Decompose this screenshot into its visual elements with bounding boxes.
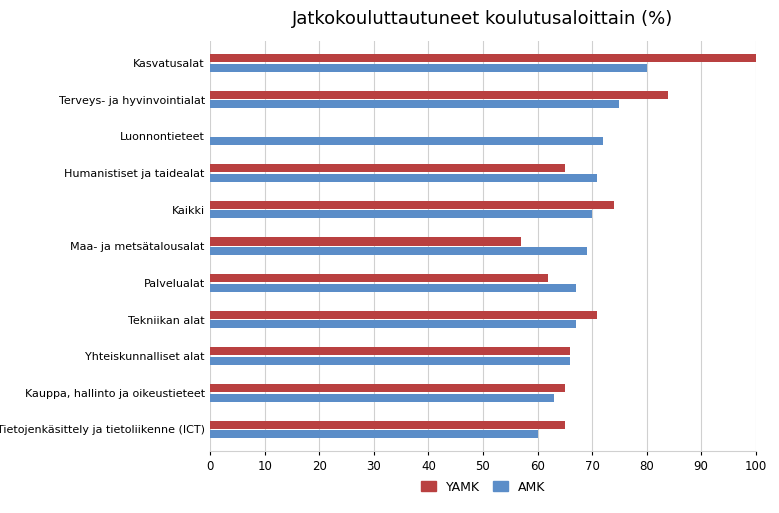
Bar (210, 311, 597, 319)
Bar (210, 91, 668, 99)
Legend: YAMK, AMK: YAMK, AMK (416, 476, 550, 499)
Bar (210, 274, 548, 282)
Bar (210, 347, 570, 356)
Bar (210, 201, 614, 209)
Bar (210, 430, 538, 438)
Bar (210, 64, 647, 72)
Bar (210, 393, 554, 402)
Bar (210, 357, 570, 365)
Bar (210, 384, 565, 392)
Bar (210, 137, 603, 145)
Bar (210, 284, 576, 292)
Bar (210, 174, 597, 182)
Bar (210, 54, 756, 62)
Bar (210, 210, 592, 219)
Bar (210, 421, 565, 429)
Bar (210, 238, 521, 246)
Bar (210, 247, 587, 255)
Bar (210, 320, 576, 328)
Title: Jatkokouluttautuneet koulutusaloittain (%): Jatkokouluttautuneet koulutusaloittain (… (292, 10, 674, 28)
Bar (210, 101, 619, 108)
Bar (210, 164, 565, 172)
